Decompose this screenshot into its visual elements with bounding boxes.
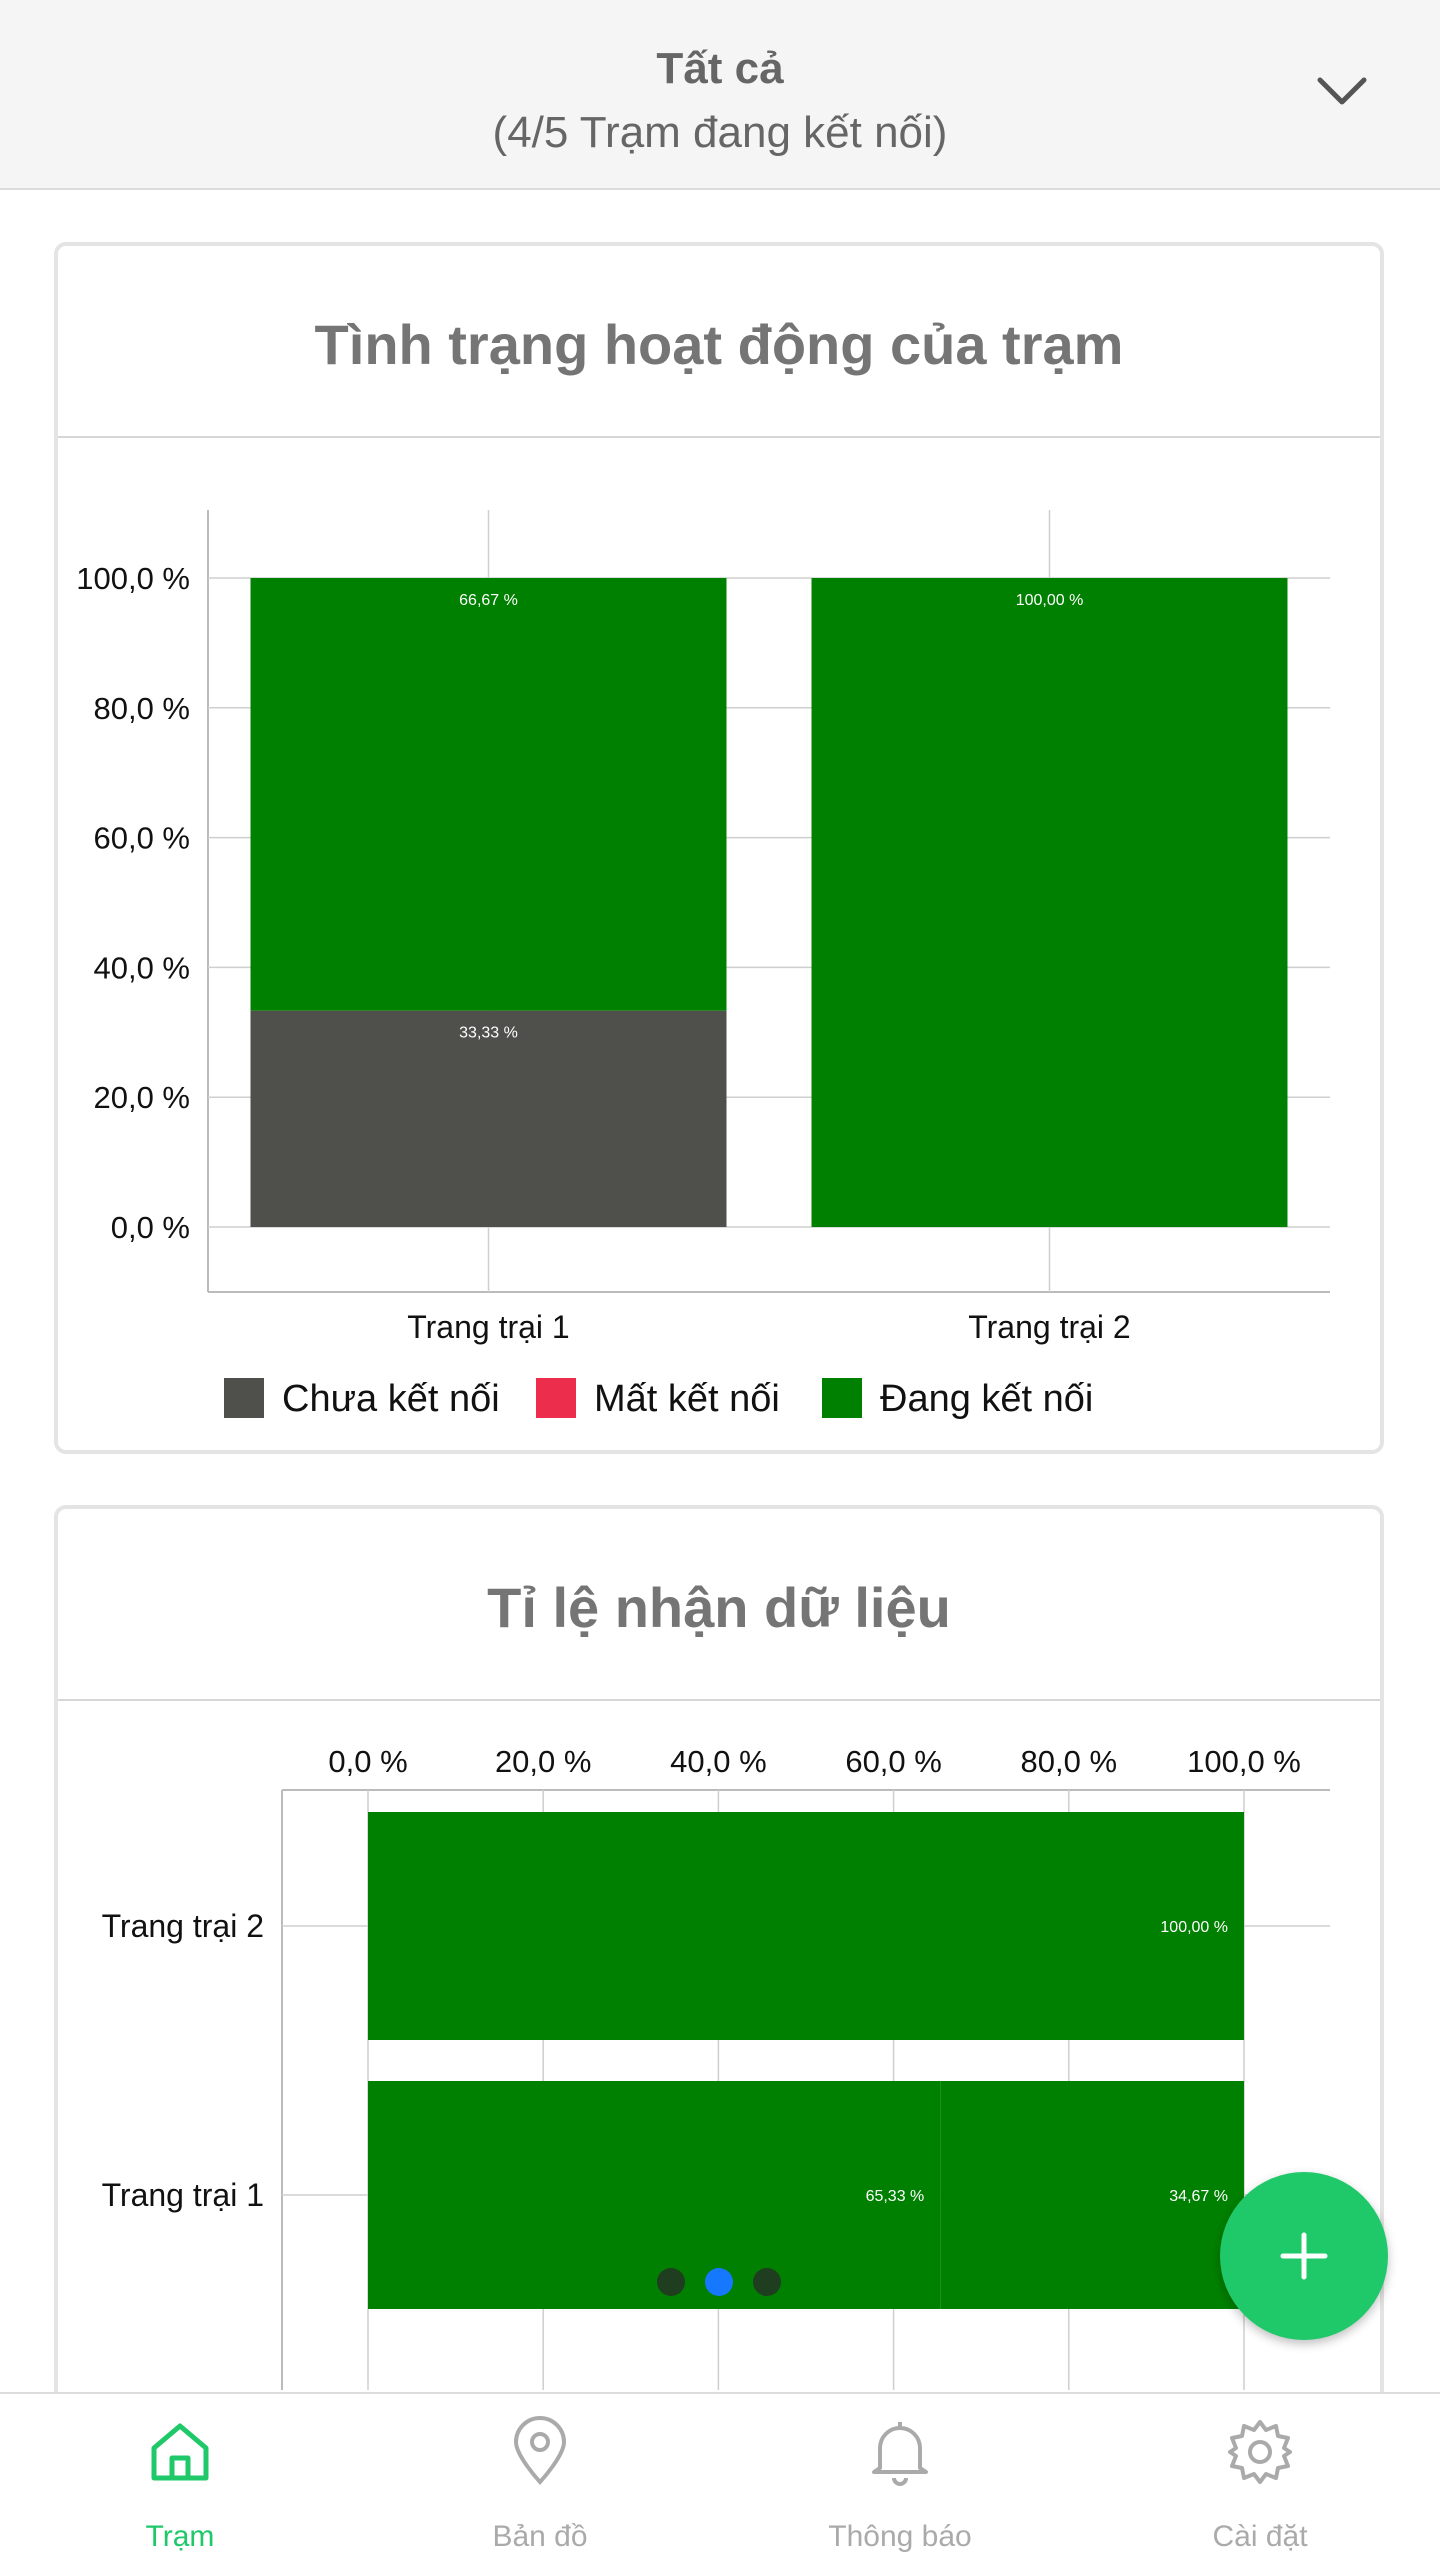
x-tick-label: Trang trại 1 xyxy=(407,1309,569,1345)
bar-segment xyxy=(940,2081,1244,2309)
tab-ban-do[interactable]: Bản đồ xyxy=(360,2394,720,2562)
bar-segment xyxy=(811,578,1288,1227)
data-label: 100,00 % xyxy=(1016,592,1084,609)
data-rate-chart: 0,0 % 20,0 % 40,0 % 60,0 % 80,0 % 100,0 % Tran… xyxy=(102,1744,1330,2390)
page-dot[interactable] xyxy=(657,2268,685,2296)
x-tick-label: 100,0 % xyxy=(1187,1744,1301,1779)
legend-swatch xyxy=(536,1378,576,1418)
data-label: 34,67 % xyxy=(1169,2188,1228,2205)
data-label: 100,00 % xyxy=(1160,1919,1228,1936)
bell-icon xyxy=(872,2422,928,2486)
tab-tram[interactable]: Trạm xyxy=(0,2394,360,2562)
tab-label: Trạm xyxy=(145,2520,215,2553)
legend-swatch xyxy=(822,1378,862,1418)
chevron-down-icon[interactable] xyxy=(1312,62,1372,122)
bottom-tab-bar: Trạm Bản đồ Thông báo Cài đặt xyxy=(0,2392,1440,2562)
card-title: Tỉ lệ nhận dữ liệu xyxy=(487,1576,951,1639)
tab-cai-dat[interactable]: Cài đặt xyxy=(1080,2394,1440,2562)
legend-label: Đang kết nối xyxy=(880,1378,1093,1420)
y-tick-label: 60,0 % xyxy=(93,821,190,856)
card-title: Tình trạng hoạt động của trạm xyxy=(314,313,1124,376)
y-tick-label: 100,0 % xyxy=(76,561,190,596)
x-tick-label: 0,0 % xyxy=(328,1744,407,1779)
data-label: 33,33 % xyxy=(459,1025,518,1042)
plus-icon xyxy=(1280,2232,1328,2280)
y-tick-label: Trang trại 1 xyxy=(102,2177,264,2213)
bar-segment xyxy=(368,2081,941,2309)
tab-thong-bao[interactable]: Thông báo xyxy=(720,2394,1080,2562)
station-connection-summary: (4/5 Trạm đang kết nối) xyxy=(492,108,948,157)
bar-segment xyxy=(250,1010,727,1227)
legend-label: Mất kết nối xyxy=(594,1378,780,1420)
tab-label: Bản đồ xyxy=(492,2520,588,2553)
x-tick-label: 60,0 % xyxy=(845,1744,942,1779)
data-label: 66,67 % xyxy=(459,592,518,609)
y-tick-label: 80,0 % xyxy=(93,691,190,726)
page-dot[interactable] xyxy=(705,2268,733,2296)
legend-swatch xyxy=(224,1378,264,1418)
bar-segment xyxy=(368,1812,1244,2040)
x-tick-label: Trang trại 2 xyxy=(968,1309,1130,1345)
tab-label: Cài đặt xyxy=(1212,2520,1308,2553)
x-tick-label: 40,0 % xyxy=(670,1744,767,1779)
tab-label: Thông báo xyxy=(828,2520,972,2553)
station-filter-title: Tất cả xyxy=(656,44,784,93)
y-tick-label: Trang trại 2 xyxy=(102,1908,264,1944)
header[interactable]: Tất cả (4/5 Trạm đang kết nối) xyxy=(0,0,1440,190)
y-tick-label: 0,0 % xyxy=(111,1210,190,1245)
data-label: 65,33 % xyxy=(866,2188,925,2205)
gear-icon xyxy=(1228,2420,1292,2484)
home-icon xyxy=(151,2423,209,2481)
bar-segment xyxy=(250,578,727,1011)
y-tick-label: 40,0 % xyxy=(93,950,190,985)
legend-label: Chưa kết nối xyxy=(282,1378,500,1420)
add-station-button[interactable] xyxy=(1220,2172,1388,2340)
divider xyxy=(58,436,1380,438)
map-pin-icon xyxy=(513,2416,567,2485)
station-status-chart: 0,0 % 20,0 % 40,0 % 60,0 % 80,0 % 100,0 % Tran… xyxy=(76,510,1330,1420)
x-tick-label: 80,0 % xyxy=(1021,1744,1118,1779)
page-dot[interactable] xyxy=(753,2268,781,2296)
divider xyxy=(58,1699,1380,1701)
y-tick-label: 20,0 % xyxy=(93,1080,190,1115)
x-tick-label: 20,0 % xyxy=(495,1744,592,1779)
